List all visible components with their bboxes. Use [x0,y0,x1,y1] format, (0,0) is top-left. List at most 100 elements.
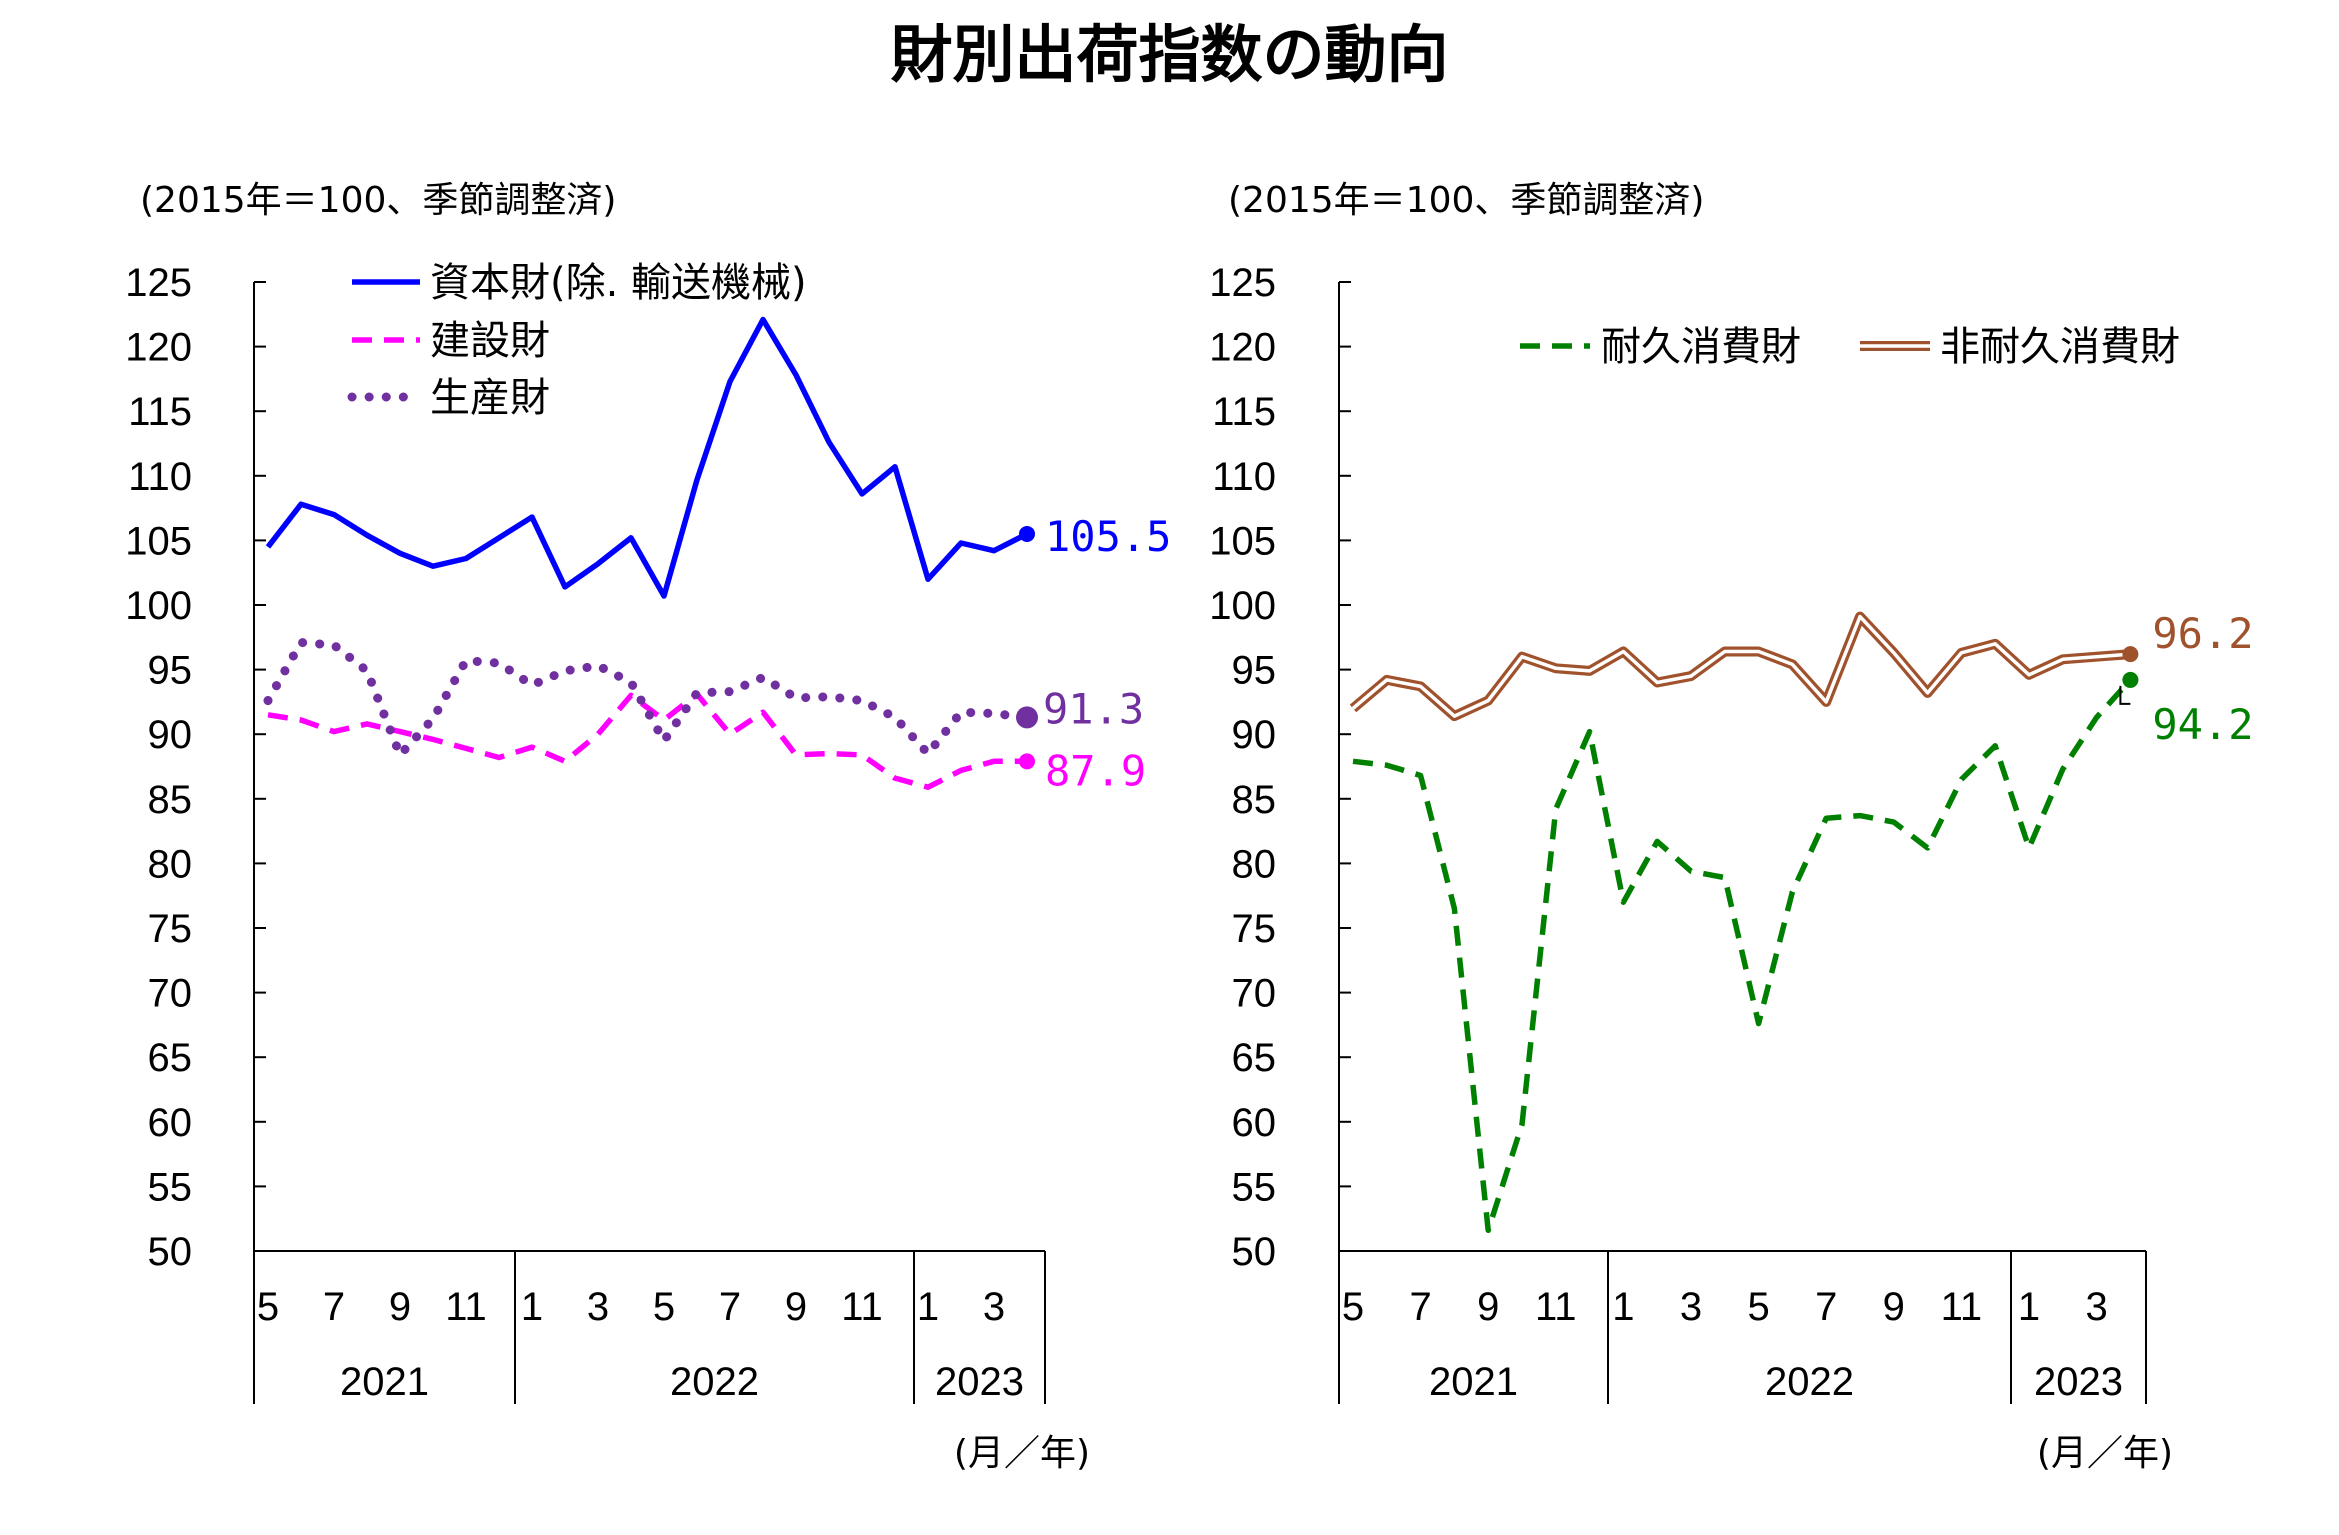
x-tick-label: 9 [785,1285,807,1329]
y-tick-label: 90 [148,713,193,757]
y-tick-label: 100 [125,584,192,628]
series-end-marker [1016,706,1038,729]
legend-label: 資本財(除. 輸送機械) [430,260,807,306]
x-tick-label: 11 [1535,1285,1577,1329]
x-tick-label: 11 [445,1285,487,1329]
x-tick-label: 7 [1409,1285,1431,1329]
series-line [1352,678,2133,1234]
series-end-label: 105.5 [1045,512,1171,561]
x-tick-label: 11 [1941,1285,1983,1329]
y-tick-label: 115 [128,390,192,434]
legend-label: 耐久消費財 [1601,324,1801,370]
legend-item: 非耐久消費財 [1860,324,2180,370]
y-tick-label: 110 [1212,455,1276,499]
y-tick-label: 65 [1232,1036,1277,1080]
year-label: 2022 [670,1360,759,1404]
chart-panel-2: (2015年＝100、季節調整済)12512011511010510095908… [1209,180,2253,1474]
x-tick-label: 1 [521,1285,543,1329]
y-tick-label: 125 [1209,261,1276,305]
series-end-marker [1019,525,1035,542]
y-tick-label: 55 [1232,1165,1277,1209]
y-tick-label: 50 [1232,1230,1277,1274]
x-tick-label: 7 [323,1285,345,1329]
series-end-marker [2122,671,2139,688]
year-label: 2023 [2034,1360,2123,1404]
y-tick-label: 120 [1209,326,1276,370]
x-tick-label: 3 [1680,1285,1702,1329]
x-unit-label: (月／年) [954,1433,1090,1474]
subtitle: (2015年＝100、季節調整済) [140,180,616,221]
series-end-label: 96.2 [2152,609,2253,658]
y-tick-label: 60 [1232,1101,1277,1145]
x-tick-label: 9 [389,1285,411,1329]
x-unit-label: (月／年) [2037,1433,2173,1474]
legend-label: 非耐久消費財 [1940,324,2180,370]
series-2-1: 94.2 [1352,671,2254,1234]
y-tick-label: 80 [148,842,193,886]
year-label: 2023 [935,1360,1024,1404]
series-end-marker [1019,753,1035,770]
year-label: 2021 [1429,1360,1518,1404]
y-tick-label: 70 [1232,972,1277,1016]
x-tick-label: 1 [1612,1285,1634,1329]
subtitle: (2015年＝100、季節調整済) [1228,180,1704,221]
series-1-3: 91.3 [263,638,1144,760]
series-1-1: 105.5 [265,316,1171,599]
y-tick-label: 90 [1232,713,1277,757]
legend-label: 生産財 [430,375,550,421]
y-tick-label: 115 [1212,390,1276,434]
x-tick-label: 5 [1342,1285,1364,1329]
y-tick-label: 70 [148,972,193,1016]
series-2-2: 96.2 [1349,609,2254,722]
series-end-label: 87.9 [1045,746,1146,795]
y-tick-label: 105 [125,519,192,563]
x-tick-label: 7 [1815,1285,1837,1329]
series-line [265,316,1029,599]
y-tick-label: 120 [125,326,192,370]
legend-item: 耐久消費財 [1520,324,1801,370]
legend-item: 生産財 [347,375,550,421]
x-tick-label: 9 [1477,1285,1499,1329]
x-tick-label: 11 [841,1285,883,1329]
x-tick-label: 5 [257,1285,279,1329]
series-end-label: 94.2 [2152,700,2253,749]
legend-item: 資本財(除. 輸送機械) [352,260,807,306]
x-tick-label: 7 [719,1285,741,1329]
series-end-label: 91.3 [1043,684,1144,733]
y-tick-label: 95 [1232,649,1277,693]
y-tick-label: 95 [148,649,193,693]
chart-panel-1: (2015年＝100、季節調整済)12512011511010510095908… [125,180,1171,1474]
y-tick-label: 105 [1209,519,1276,563]
x-tick-label: 3 [2085,1285,2107,1329]
y-tick-label: 85 [1232,778,1277,822]
y-tick-label: 125 [125,261,192,305]
y-tick-label: 85 [148,778,193,822]
x-tick-label: 5 [653,1285,675,1329]
legend-item: 建設財 [352,318,550,364]
y-tick-label: 100 [1209,584,1276,628]
y-tick-label: 65 [148,1036,193,1080]
chart-title: 財別出荷指数の動向 [890,18,1449,91]
x-tick-label: 9 [1883,1285,1905,1329]
series-line [263,638,1032,760]
year-label: 2022 [1765,1360,1854,1404]
y-tick-label: 75 [148,907,193,951]
x-tick-label: 3 [983,1285,1005,1329]
year-label: 2021 [340,1360,429,1404]
y-tick-label: 80 [1232,842,1277,886]
series-line [1349,611,2131,722]
x-tick-label: 5 [1747,1285,1769,1329]
y-tick-label: 110 [128,455,192,499]
y-tick-label: 50 [148,1230,193,1274]
series-end-marker [2122,646,2139,663]
x-tick-label: 1 [917,1285,939,1329]
y-tick-label: 60 [148,1101,193,1145]
x-tick-label: 3 [587,1285,609,1329]
series-line-inner [1351,614,2131,718]
legend-label: 建設財 [430,318,550,364]
x-tick-label: 1 [2018,1285,2040,1329]
end-label-leader [2119,685,2131,705]
y-tick-label: 75 [1232,907,1277,951]
y-tick-label: 55 [148,1165,193,1209]
